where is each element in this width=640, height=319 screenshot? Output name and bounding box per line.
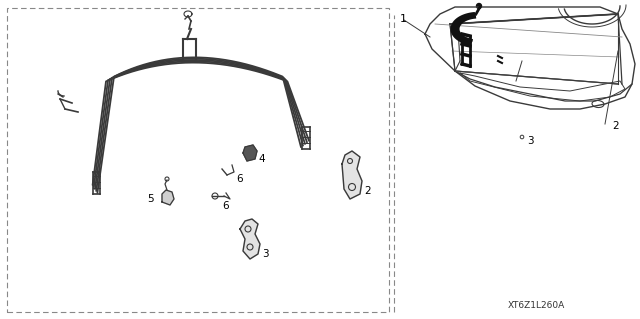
Text: 6: 6 bbox=[222, 201, 228, 211]
Polygon shape bbox=[342, 151, 362, 199]
Ellipse shape bbox=[592, 100, 604, 108]
Text: 3: 3 bbox=[262, 249, 269, 259]
Bar bbox=[7, 8, 389, 312]
Text: 2: 2 bbox=[364, 186, 371, 196]
Polygon shape bbox=[243, 145, 257, 161]
Text: 6: 6 bbox=[236, 174, 243, 184]
Text: 3: 3 bbox=[527, 136, 534, 146]
Text: 2: 2 bbox=[612, 121, 619, 131]
Text: 5: 5 bbox=[147, 194, 154, 204]
Text: XT6Z1L260A: XT6Z1L260A bbox=[508, 301, 564, 310]
Polygon shape bbox=[162, 190, 174, 205]
Circle shape bbox=[477, 4, 481, 9]
Polygon shape bbox=[240, 219, 260, 259]
Text: 1: 1 bbox=[400, 14, 407, 24]
Text: 4: 4 bbox=[258, 154, 264, 164]
